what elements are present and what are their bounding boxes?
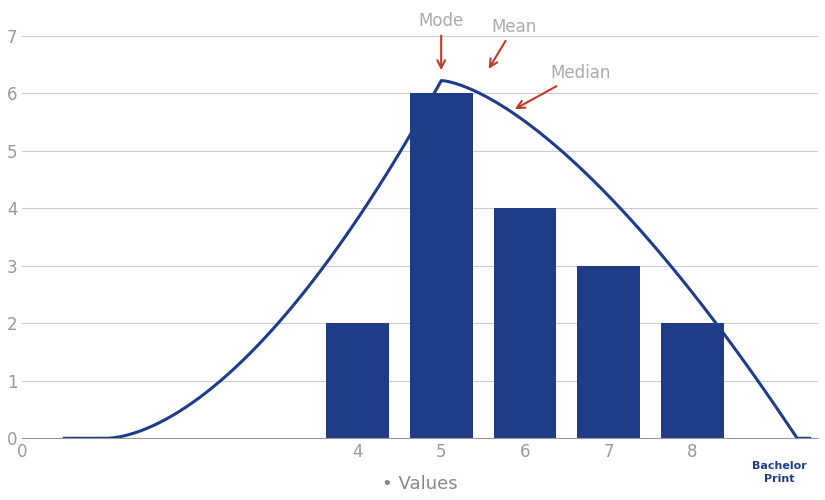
Text: Median: Median bbox=[516, 64, 610, 108]
Bar bbox=[410, 93, 473, 439]
Text: Mode: Mode bbox=[418, 12, 464, 68]
Text: Mean: Mean bbox=[490, 18, 537, 67]
Bar bbox=[661, 324, 724, 438]
X-axis label: • Values: • Values bbox=[383, 475, 458, 493]
Bar bbox=[578, 266, 640, 438]
Text: Bachelor
Print: Bachelor Print bbox=[752, 461, 807, 484]
Bar bbox=[326, 324, 389, 438]
Bar bbox=[493, 208, 556, 438]
